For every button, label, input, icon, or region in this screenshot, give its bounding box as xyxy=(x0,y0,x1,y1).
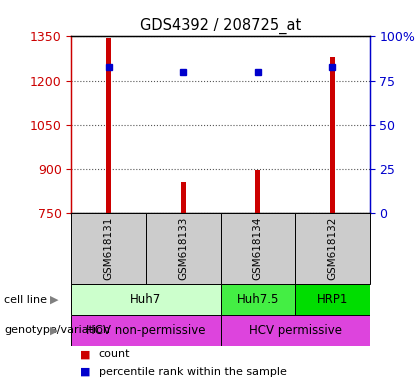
Bar xyxy=(71,213,146,284)
Title: GDS4392 / 208725_at: GDS4392 / 208725_at xyxy=(140,18,301,34)
Bar xyxy=(71,284,220,315)
Text: Huh7.5: Huh7.5 xyxy=(236,293,279,306)
Text: ■: ■ xyxy=(80,366,90,377)
Text: genotype/variation: genotype/variation xyxy=(4,325,110,335)
Text: ▶: ▶ xyxy=(50,325,59,335)
Text: GSM618134: GSM618134 xyxy=(253,217,263,280)
Text: ■: ■ xyxy=(80,349,90,359)
Text: percentile rank within the sample: percentile rank within the sample xyxy=(99,366,286,377)
Text: ▶: ▶ xyxy=(50,295,59,305)
Bar xyxy=(146,213,220,284)
Bar xyxy=(220,284,295,315)
Text: GSM618132: GSM618132 xyxy=(327,217,337,280)
Bar xyxy=(255,170,260,213)
Bar xyxy=(295,284,370,315)
Bar xyxy=(181,182,186,213)
Text: HRP1: HRP1 xyxy=(317,293,348,306)
Bar xyxy=(106,38,111,213)
Bar xyxy=(295,213,370,284)
Bar xyxy=(220,213,295,284)
Bar xyxy=(330,57,335,213)
Text: count: count xyxy=(99,349,130,359)
Bar xyxy=(71,315,220,346)
Text: GSM618133: GSM618133 xyxy=(178,217,188,280)
Text: Huh7: Huh7 xyxy=(130,293,162,306)
Text: HCV non-permissive: HCV non-permissive xyxy=(86,324,206,337)
Bar xyxy=(220,315,370,346)
Text: cell line: cell line xyxy=(4,295,47,305)
Text: GSM618131: GSM618131 xyxy=(104,217,114,280)
Text: HCV permissive: HCV permissive xyxy=(249,324,341,337)
